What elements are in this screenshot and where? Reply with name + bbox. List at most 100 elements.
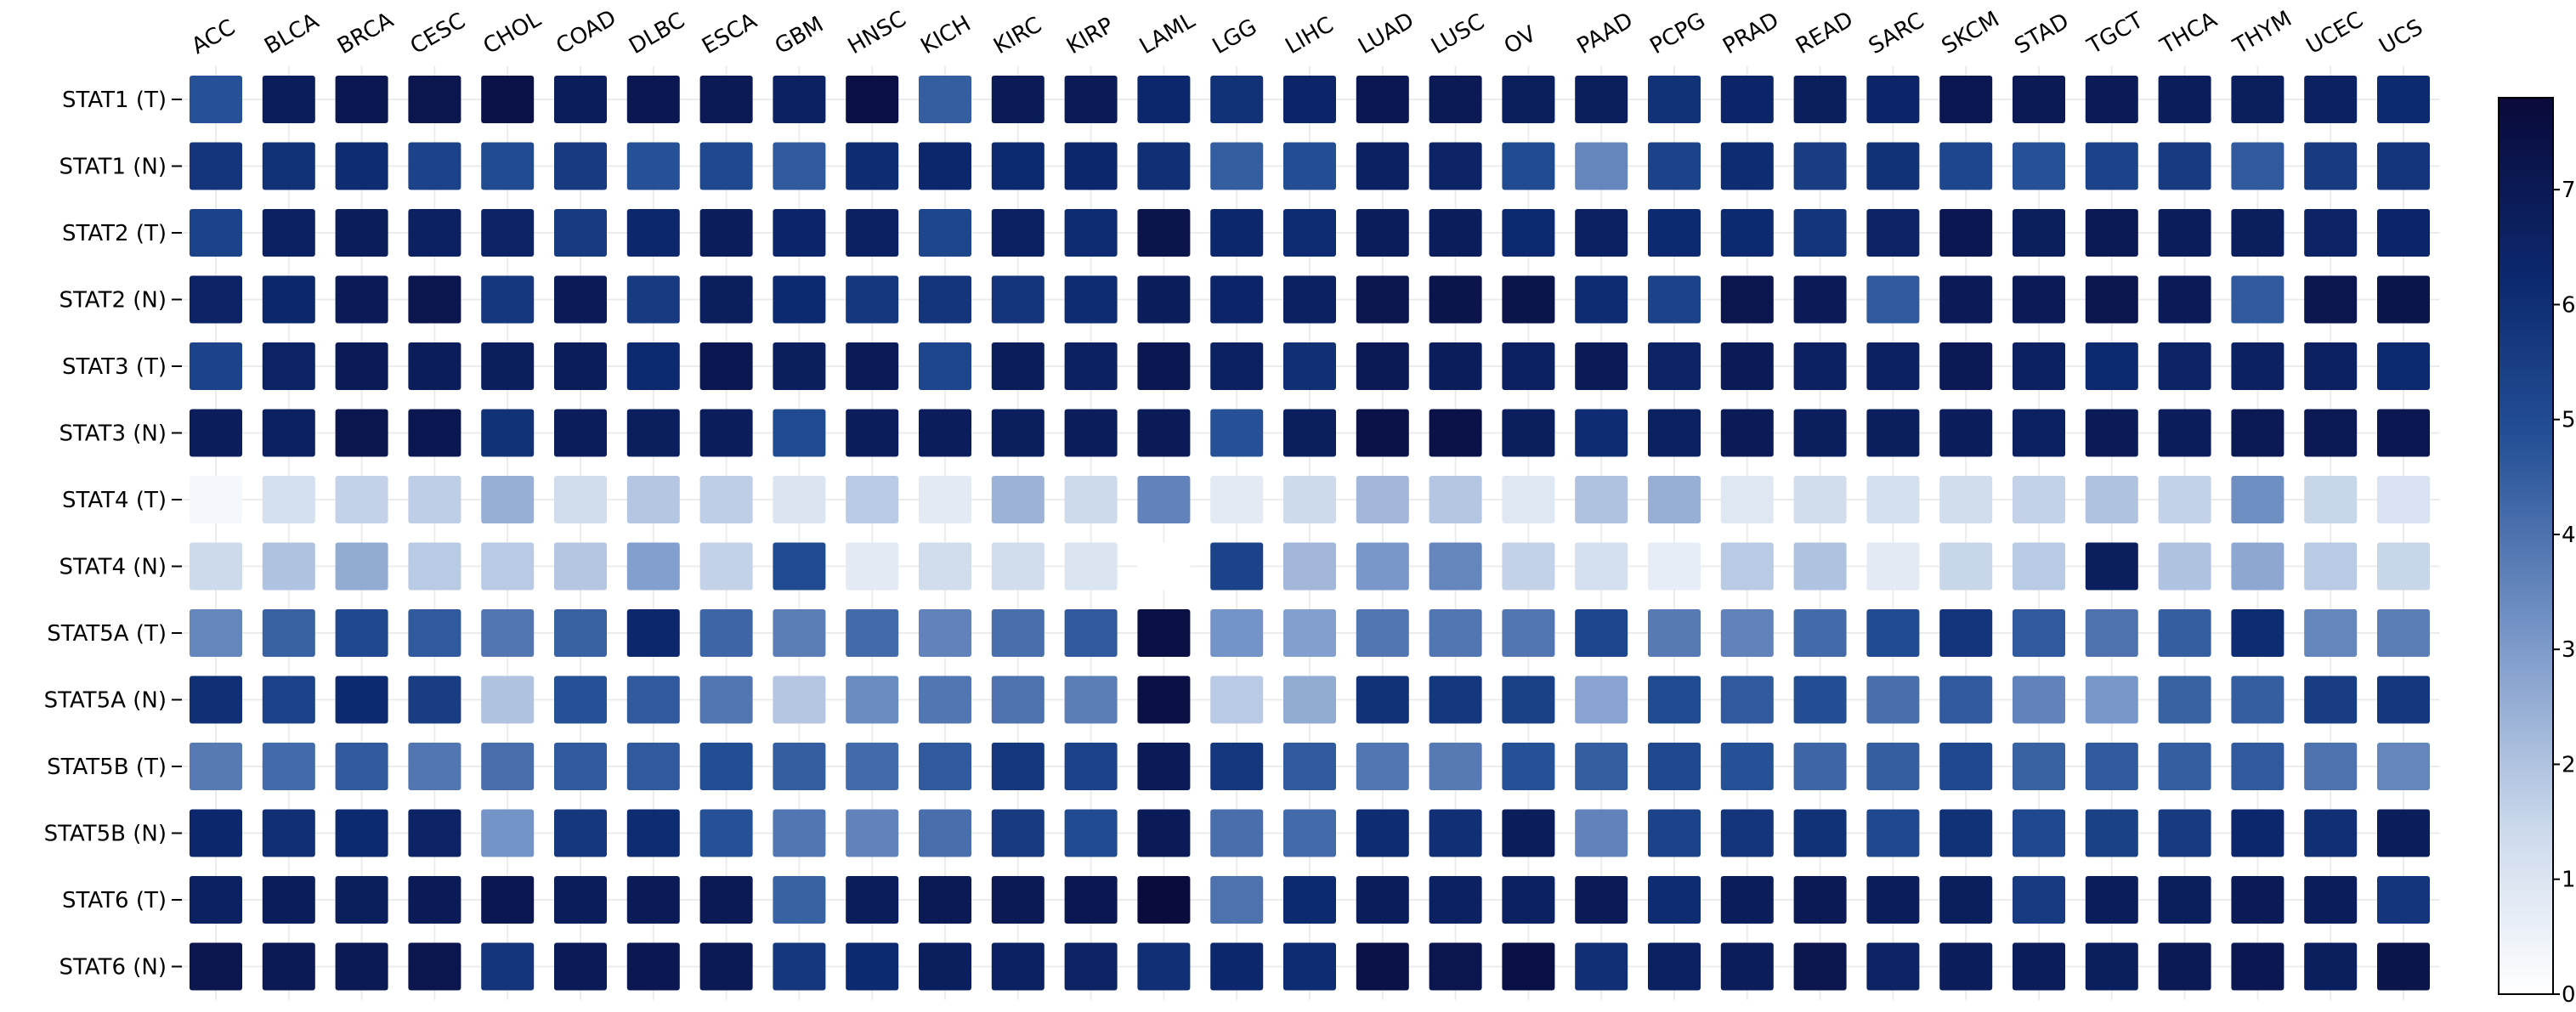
- heatmap-cell: [1720, 676, 1774, 724]
- heatmap-cell: [190, 342, 242, 390]
- heatmap-cell: [2304, 942, 2358, 991]
- heatmap-cell: [408, 275, 461, 324]
- colorbar-tick-label: 0: [2562, 982, 2576, 1008]
- heatmap-cell: [1575, 743, 1628, 790]
- heatmap-cell: [1793, 342, 1847, 390]
- heatmap-cell: [262, 609, 315, 657]
- heatmap-cell: [481, 542, 535, 591]
- heatmap-cell: [1283, 275, 1336, 324]
- heatmap-cell: [699, 476, 753, 523]
- heatmap-cell: [2085, 76, 2138, 123]
- heatmap-cell: [1429, 409, 1482, 457]
- colorbar-tick-label: 1: [2562, 868, 2576, 893]
- heatmap-cell: [481, 876, 535, 924]
- heatmap-cell: [2158, 142, 2211, 190]
- heatmap-cell: [1939, 142, 1993, 190]
- heatmap-cell: [2085, 876, 2138, 924]
- heatmap-cell: [1648, 476, 1701, 523]
- heatmap-cell: [2013, 76, 2065, 123]
- heatmap-cell: [190, 542, 242, 591]
- heatmap-cell: [1939, 609, 1993, 657]
- heatmap-cell: [2377, 743, 2430, 790]
- row-label: STAT3 (T): [62, 354, 167, 380]
- heatmap-cell: [2304, 542, 2358, 591]
- heatmap-cell: [1720, 76, 1774, 123]
- heatmap-cell: [1064, 743, 1118, 790]
- heatmap-cell: [1137, 809, 1191, 857]
- heatmap-cell: [2158, 809, 2211, 857]
- heatmap-cell: [1137, 876, 1191, 924]
- heatmap-cell: [1137, 142, 1191, 190]
- heatmap-cell: [1502, 342, 1555, 390]
- heatmap-cell: [919, 275, 971, 324]
- heatmap-cell: [1283, 609, 1336, 657]
- heatmap-cell: [1210, 743, 1264, 790]
- heatmap-cell: [919, 342, 971, 390]
- heatmap-cell: [190, 275, 242, 324]
- heatmap-cell: [481, 676, 535, 724]
- heatmap-cell: [1210, 876, 1264, 924]
- heatmap-cell: [2231, 809, 2284, 857]
- heatmap-cell: [408, 676, 461, 724]
- heatmap-cell: [1283, 942, 1336, 991]
- heatmap-cell: [190, 609, 242, 657]
- heatmap-cell: [1283, 409, 1336, 457]
- heatmap-cell: [1137, 942, 1191, 991]
- heatmap-cell: [335, 209, 388, 257]
- heatmap-cell: [1283, 876, 1336, 924]
- heatmap-cell: [408, 942, 461, 991]
- heatmap-cell: [626, 876, 680, 924]
- heatmap-cell: [2377, 876, 2430, 924]
- heatmap-cell: [2377, 476, 2430, 523]
- heatmap-cell: [554, 342, 607, 390]
- heatmap-cell: [1210, 476, 1264, 523]
- heatmap-cell: [335, 409, 388, 457]
- heatmap-cell: [2231, 609, 2284, 657]
- heatmap-cell: [773, 676, 826, 724]
- row-label: STAT1 (N): [59, 155, 167, 180]
- heatmap-cell: [846, 942, 899, 991]
- heatmap-cell: [1648, 209, 1701, 257]
- heatmap-cell: [1575, 342, 1628, 390]
- heatmap-cell: [1429, 76, 1482, 123]
- heatmap-cell: [846, 609, 899, 657]
- heatmap-cell: [773, 809, 826, 857]
- heatmap-cell: [554, 76, 607, 123]
- heatmap-cell: [1502, 542, 1555, 591]
- heatmap-cell: [1356, 676, 1409, 724]
- heatmap-cell: [626, 409, 680, 457]
- heatmap-cell: [1866, 676, 1920, 724]
- heatmap-cell: [2013, 542, 2065, 591]
- heatmap-cell: [991, 809, 1045, 857]
- heatmap-cell: [2231, 409, 2284, 457]
- heatmap-cell: [699, 209, 753, 257]
- heatmap-cell: [190, 743, 242, 790]
- heatmap-cell: [2085, 676, 2138, 724]
- heatmap-cell: [2085, 342, 2138, 390]
- heatmap-cell: [2085, 142, 2138, 190]
- heatmap-cell: [1939, 476, 1993, 523]
- heatmap-cell: [1866, 76, 1920, 123]
- heatmap-cell: [408, 476, 461, 523]
- heatmap-cell: [1866, 142, 1920, 190]
- colorbar-tick-label: 5: [2562, 408, 2576, 433]
- heatmap-cell: [2158, 476, 2211, 523]
- heatmap-cell: [262, 942, 315, 991]
- heatmap-cell: [991, 676, 1045, 724]
- heatmap-cell: [846, 876, 899, 924]
- heatmap-cell: [1210, 275, 1264, 324]
- heatmap-cell: [991, 476, 1045, 523]
- heatmap-cell: [2377, 142, 2430, 190]
- heatmap-cell: [190, 942, 242, 991]
- heatmap-cell: [262, 809, 315, 857]
- heatmap-cell: [262, 409, 315, 457]
- heatmap-cell: [1137, 342, 1191, 390]
- heatmap-cell: [2304, 743, 2358, 790]
- heatmap-cell: [626, 542, 680, 591]
- heatmap-cell: [1793, 743, 1847, 790]
- heatmap-cell: [2013, 942, 2065, 991]
- heatmap-cell: [481, 743, 535, 790]
- heatmap-cell: [991, 275, 1045, 324]
- heatmap-cell: [335, 942, 388, 991]
- heatmap-cell: [2231, 342, 2284, 390]
